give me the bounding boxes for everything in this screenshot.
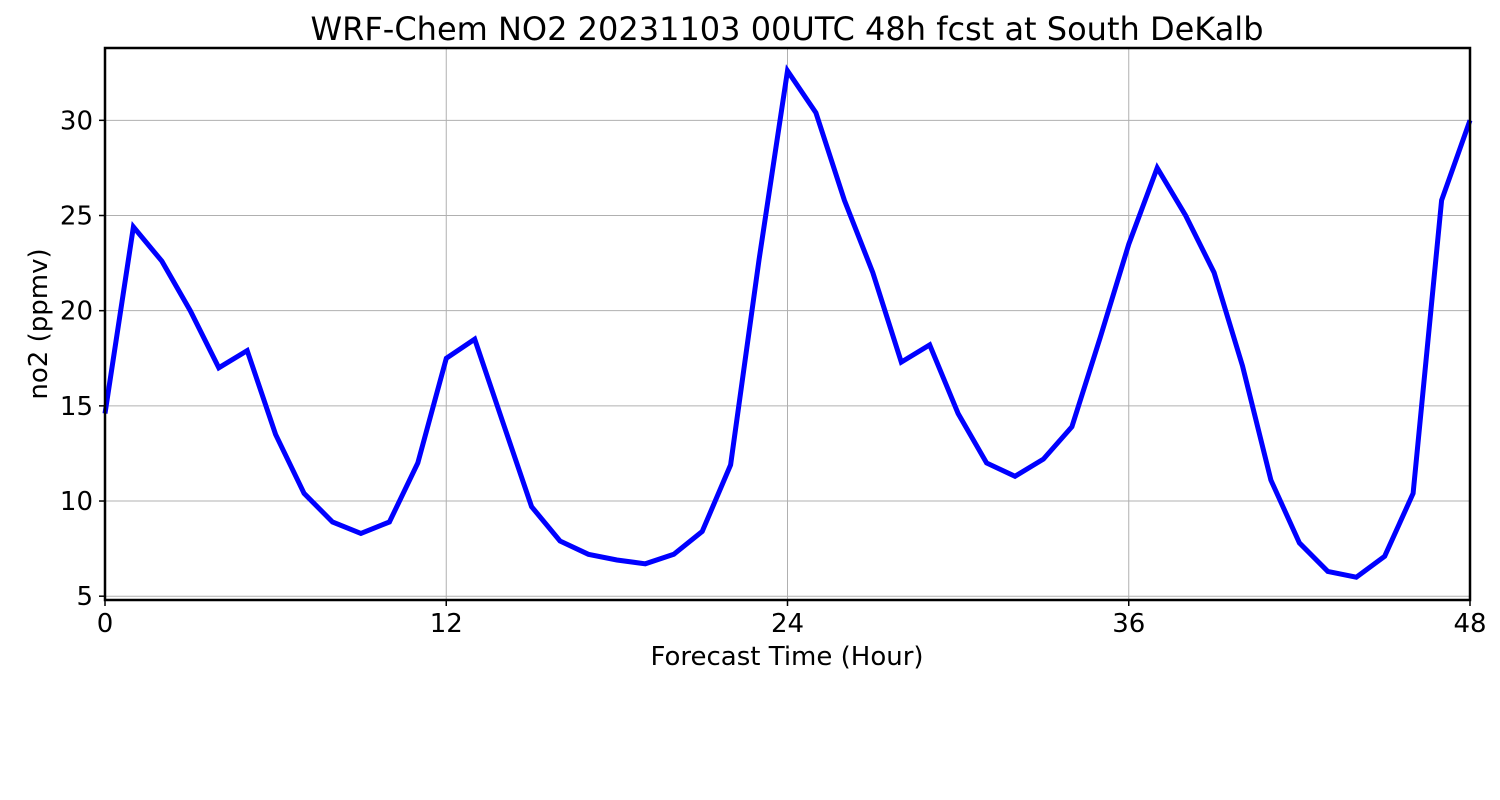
x-axis-label: Forecast Time (Hour) — [650, 642, 923, 672]
y-tick-label: 15 — [60, 392, 93, 422]
series-lines — [102, 64, 1473, 580]
chart-title: WRF-Chem NO2 20231103 00UTC 48h fcst at … — [311, 10, 1264, 48]
grid-lines — [104, 48, 1471, 600]
x-tick-label: 24 — [771, 609, 804, 639]
y-tick-label: 5 — [76, 582, 93, 612]
x-tick-label: 48 — [1453, 609, 1486, 639]
no2-series-line — [102, 64, 1473, 580]
y-tick-label: 20 — [60, 297, 93, 327]
x-tick-label: 12 — [430, 609, 463, 639]
y-tick-label: 10 — [60, 487, 93, 517]
y-tick-label: 25 — [60, 202, 93, 232]
y-tick-label: 30 — [60, 106, 93, 136]
x-tick-label: 36 — [1112, 609, 1145, 639]
axis-ticks: 0 12 24 36 48 5 10 15 20 25 30 — [60, 106, 1487, 639]
y-axis-label: no2 (ppmv) — [24, 248, 54, 399]
x-tick-label: 0 — [97, 609, 114, 639]
